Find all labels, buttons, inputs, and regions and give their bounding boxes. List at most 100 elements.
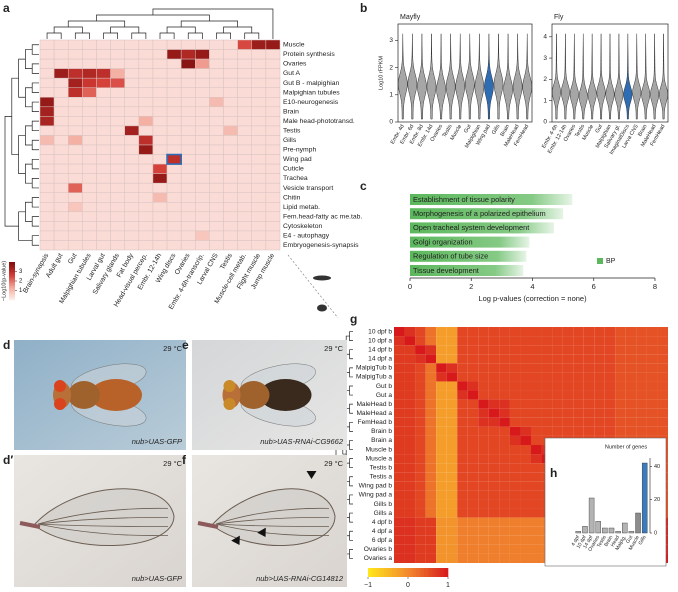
heatmap-cell xyxy=(53,211,69,222)
heatmap-cell xyxy=(82,182,97,193)
heatmap-cell xyxy=(520,454,531,464)
heatmap-cell xyxy=(509,517,521,527)
heatmap-cell xyxy=(509,508,521,518)
colorbar-tick-label: 0 xyxy=(406,582,410,589)
heatmap-cell xyxy=(436,363,447,373)
heatmap-cell xyxy=(552,354,563,364)
heatmap-cell xyxy=(457,363,468,373)
heatmap-cell xyxy=(404,327,416,337)
x-tick-label: Testis xyxy=(596,534,608,549)
row-label: Cuticle xyxy=(283,166,304,173)
row-label: MalpigTub b xyxy=(356,365,392,372)
heatmap-cell xyxy=(457,472,468,482)
heatmap-cell xyxy=(657,345,668,355)
heatmap-cell xyxy=(604,426,616,436)
heatmap-cell xyxy=(436,426,447,436)
heatmap-cell xyxy=(415,336,426,346)
heatmap-cell xyxy=(166,211,182,222)
heatmap-cell xyxy=(625,372,637,382)
heatmap-cell xyxy=(110,106,125,117)
heatmap-cell xyxy=(531,372,542,382)
row-label: Protein synthesis xyxy=(283,51,335,58)
heatmap-cell xyxy=(583,399,595,409)
row-label: FemHead b xyxy=(358,419,393,426)
colorbar-segment xyxy=(424,568,427,577)
row-label: 14 dpf b xyxy=(368,346,392,353)
heatmap-cell xyxy=(636,354,647,364)
heatmap-cell xyxy=(478,399,489,409)
heatmap-cell xyxy=(531,508,542,518)
heatmap-cell xyxy=(166,221,182,232)
heatmap-cell xyxy=(499,454,510,464)
heatmap-cell xyxy=(404,472,416,482)
violin xyxy=(659,33,669,120)
heatmap-cell xyxy=(223,87,238,98)
row-label: Fem.head-fatty ac me.tab. xyxy=(283,213,362,220)
photo-caption: nub>UAS-RNAi-CG9662 xyxy=(260,437,344,446)
violin xyxy=(552,33,561,120)
heatmap-cell xyxy=(166,77,182,88)
heatmap-cell xyxy=(552,390,563,400)
panel-label: g xyxy=(350,312,357,326)
heatmap-cell xyxy=(237,221,253,232)
heatmap-cell xyxy=(425,463,437,473)
heatmap-cell xyxy=(180,202,196,213)
heatmap-cell xyxy=(110,173,125,184)
heatmap-cell xyxy=(531,435,542,445)
heatmap-cell xyxy=(82,77,97,88)
heatmap-cell xyxy=(223,230,238,241)
heatmap-cell xyxy=(520,399,531,409)
violin xyxy=(522,33,533,120)
heatmap-cell xyxy=(436,490,447,500)
heatmap-cell xyxy=(488,526,500,536)
violin xyxy=(632,33,642,120)
heatmap-cell xyxy=(520,472,531,482)
heatmap-cell xyxy=(531,354,542,364)
row-label: Cytoskeleton xyxy=(283,223,323,230)
heatmap-cell xyxy=(237,173,253,184)
heatmap-cell xyxy=(265,68,281,79)
heatmap-cell xyxy=(457,535,468,545)
x-tick-label: 4 dpf xyxy=(570,534,581,547)
heatmap-cell xyxy=(425,345,437,355)
heatmap-cell xyxy=(39,230,55,241)
heatmap-cell xyxy=(646,336,658,346)
heatmap-cell xyxy=(223,144,238,155)
heatmap-cell xyxy=(53,230,69,241)
heatmap-cell xyxy=(138,135,154,146)
heatmap-cell xyxy=(265,58,281,69)
heatmap-cell xyxy=(265,182,281,193)
heatmap-cell xyxy=(467,499,479,509)
heatmap-cell xyxy=(166,144,182,155)
heatmap-cell xyxy=(531,426,542,436)
heatmap-cell xyxy=(394,535,405,545)
heatmap-cell xyxy=(446,408,458,418)
heatmap-cell xyxy=(646,381,658,391)
wing-vein xyxy=(37,523,169,536)
heatmap-cell xyxy=(39,97,55,108)
heatmap-cell xyxy=(138,163,154,174)
heatmap-cell xyxy=(478,363,489,373)
colorbar-segment xyxy=(9,269,15,272)
heatmap-cell xyxy=(499,445,510,455)
heatmap-cell xyxy=(509,381,521,391)
heatmap-cell xyxy=(562,354,574,364)
colorbar-segment xyxy=(9,268,15,271)
heatmap-cell xyxy=(562,336,574,346)
heatmap-cell xyxy=(237,97,253,108)
heatmap-cell xyxy=(520,535,531,545)
heatmap-cell xyxy=(457,463,468,473)
heatmap-cell xyxy=(436,345,447,355)
heatmap-cell xyxy=(636,372,647,382)
heatmap-cell xyxy=(657,381,668,391)
heatmap-cell xyxy=(425,553,437,563)
heatmap-cell xyxy=(457,354,468,364)
heatmap-cell xyxy=(583,354,595,364)
colorbar-segment xyxy=(9,274,15,277)
row-label: E10-neurogenesis xyxy=(283,99,339,106)
heatmap-cell xyxy=(237,68,253,79)
heatmap-cell xyxy=(166,173,182,184)
heatmap-cell xyxy=(499,481,510,491)
row-label: Wing pad b xyxy=(359,483,393,490)
